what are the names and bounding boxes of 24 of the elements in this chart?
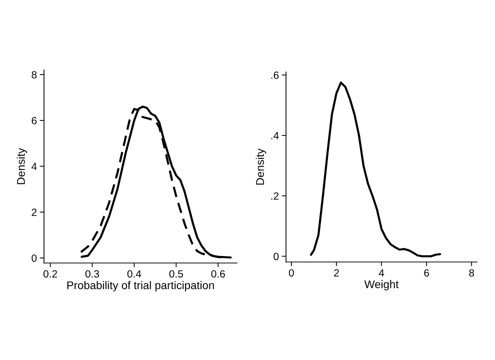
y-tick-label: 2 <box>32 208 37 216</box>
x-tick-label: 8 <box>469 269 474 277</box>
y-tick-label: .6 <box>271 72 279 79</box>
y-tick-label: 0 <box>274 252 279 260</box>
line-series <box>310 82 442 258</box>
x-tick-label: 2 <box>334 269 339 276</box>
y-tick-label: 8 <box>32 71 37 78</box>
x-tick-label: 0.4 <box>127 270 142 278</box>
x-tick-label: 4 <box>378 269 384 276</box>
x-axis-title: Weight <box>364 280 399 290</box>
x-tick-label: 0.5 <box>169 270 183 278</box>
x-tick-label: 6 <box>424 269 429 277</box>
y-tick-label: 4 <box>32 162 37 170</box>
x-axis-title: Probability of trial participation <box>67 281 214 292</box>
x-tick-label: 0.3 <box>85 270 100 278</box>
x-tick-label: 0.6 <box>211 270 225 278</box>
y-axis-title: Density <box>256 148 266 185</box>
y-axis-title: Density <box>16 148 28 184</box>
x-tick-label: 0 <box>288 269 294 277</box>
y-tick-label: .4 <box>271 132 279 140</box>
x-tick-label: 0.2 <box>43 270 58 278</box>
y-tick-label: 0 <box>32 254 37 262</box>
y-tick-label: .2 <box>271 192 279 200</box>
y-tick-label: 6 <box>32 116 37 124</box>
